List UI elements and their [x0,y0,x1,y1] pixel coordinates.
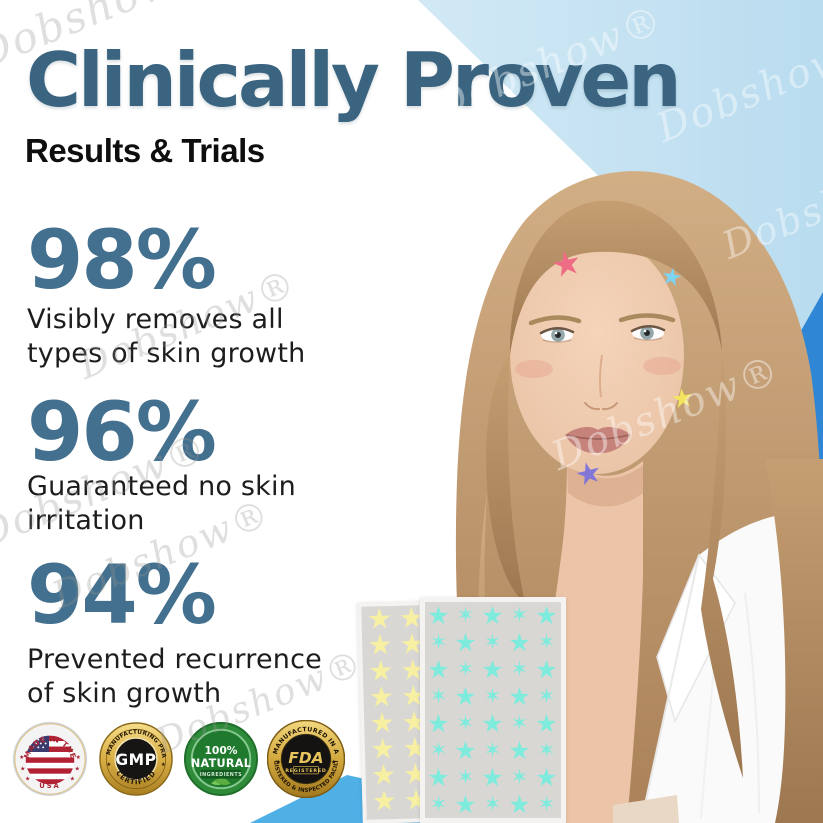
beige-garment [613,795,679,823]
svg-text:★: ★ [19,754,24,761]
usa-bottom-text: USA [39,782,61,790]
sticker-star: ✶ [510,657,529,681]
gmp-center-text: GMP [115,751,156,769]
sticker-star: ★ [508,628,531,657]
usa-ring-stars: ★★★ ★★★ [19,754,81,782]
fda-ring-stars: ★ ★ [276,759,337,766]
sticker-star: ★ [454,790,477,819]
fda-sub-text: REGISTERED [285,768,326,774]
sticker-star: ✶ [510,765,529,789]
svg-text:★: ★ [106,762,111,768]
eye-left [539,327,575,343]
sticker-sheet-cyan: ★ ✶ ★ ✶ ★ ✶ ★ ✶ ★ ✶ ★ ✶ ★ ✶ ★ ✶ ★ ✶ ★ ✶ ★ ✶ ★ ✶ ★ ✶ ★ ✶ ★ ✶ ★ ✶ ★ ✶ ★ ✶ ★ ✶ ★ ✶ [420,597,566,823]
sticker-star: ✶ [483,684,502,708]
sticker-star: ✶ [537,738,556,762]
page-subtitle: Results & Trials [25,132,265,169]
face-sticker-blue: ★ [659,261,685,292]
sticker-star: ★ [508,790,531,819]
eye-right [630,325,666,341]
lips [565,427,631,454]
sticker-star: ★ [454,736,477,765]
svg-text:★: ★ [76,754,81,761]
sticker-star: ★ [454,682,477,711]
gmp-ring-stars: ★ ★ [106,762,166,768]
sticker-star: ★ [454,628,477,657]
sticker-star: ★ [371,783,398,818]
stat-label-3: Prevented recurrence of skin growth [27,644,322,710]
svg-text:★: ★ [75,766,80,773]
sticker-star: ★ [535,763,558,792]
natural-line1: 100% [204,744,237,757]
svg-text:★: ★ [276,759,282,766]
sticker-star: ✶ [510,603,529,627]
sticker-star: ★ [427,655,450,684]
sticker-star: ★ [481,709,504,738]
leaf-icon [211,778,231,785]
nose [584,354,618,411]
sticker-star: ✶ [456,765,475,789]
hair-right-front [765,459,823,823]
sticker-star: ★ [481,601,504,630]
natural-badge: 100% NATURAL INGREDIENTS [184,722,258,796]
made-in-usa-badge: MADE IN THE USA ★★★ ★★★ [13,722,87,796]
sticker-star: ★ [427,763,450,792]
face-sticker-yellow: ★ [669,383,696,416]
sticker-star: ✶ [537,630,556,654]
sticker-star: ✶ [456,711,475,735]
sticker-star: ★ [535,601,558,630]
sticker-star: ✶ [429,630,448,654]
eyebrow-right [618,313,676,323]
sticker-star: ✶ [510,711,529,735]
natural-line2: NATURAL [191,757,251,770]
stat-value-1: 98% [27,214,217,308]
eyebrow-left [528,315,582,326]
blush-left [515,360,553,378]
svg-text:★: ★ [70,775,75,782]
sticker-star: ✶ [483,630,502,654]
svg-text:★: ★ [25,775,30,782]
stat-value-3: 94% [27,549,217,643]
fda-center-text: FDA [288,749,323,767]
sticker-star: ★ [508,736,531,765]
sticker-star: ✶ [537,684,556,708]
natural-line3: INGREDIENTS [200,772,242,778]
sticker-star: ✶ [483,792,502,816]
page-title: Clinically Proven [26,36,682,124]
sticker-star: ★ [427,601,450,630]
gmp-badge: GMP GOOD MANUFACTURING PRACTICE CERTIFIE… [99,722,173,796]
face [510,236,684,474]
sticker-star: ★ [481,763,504,792]
stat-value-2: 96% [27,386,217,480]
sticker-star: ✶ [429,792,448,816]
stat-label-2: Guaranteed no skin irritation [27,471,296,537]
blush-right [643,357,681,375]
sticker-star: ★ [535,709,558,738]
svg-text:★: ★ [331,759,337,766]
sticker-star: ★ [427,709,450,738]
svg-text:★: ★ [20,766,25,773]
stat-label-1: Visibly removes all types of skin growth [27,304,306,370]
sticker-star: ★ [535,655,558,684]
sticker-star: ✶ [456,657,475,681]
sticker-star: ✶ [456,603,475,627]
svg-text:★: ★ [161,762,166,768]
sticker-star: ✶ [537,792,556,816]
sticker-star: ✶ [429,684,448,708]
fda-badge: MANUFACTURED IN A REGISTERED & INSPECTED… [267,720,345,798]
sticker-star: ★ [481,655,504,684]
sticker-star: ★ [508,682,531,711]
sticker-sheet-yellow: ★ ★ ★ ★ ★ ★ ★ ★ ★ ★ ★ ★ ★ ★ ★ ★ [357,601,429,823]
sticker-star: ✶ [429,738,448,762]
sticker-star: ✶ [483,738,502,762]
woman-photo: ★ ★ ★ ★ [455,171,823,823]
